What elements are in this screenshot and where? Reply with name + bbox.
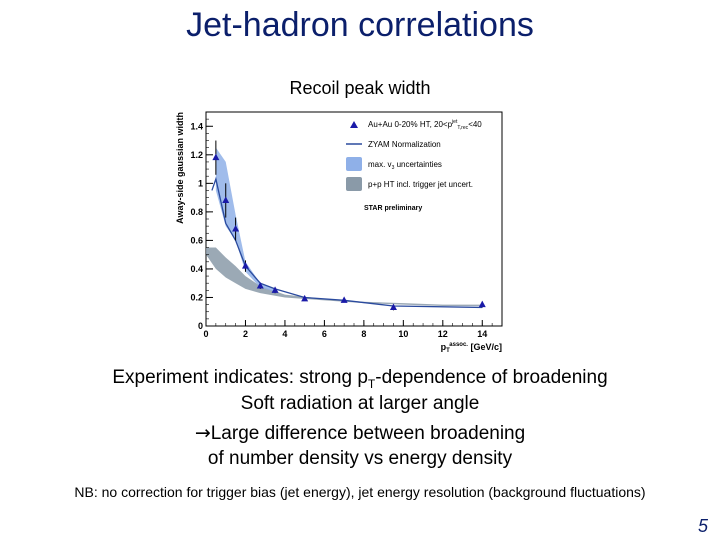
y-tick-label: 1.4 [190, 121, 203, 131]
x-tick-label: 8 [361, 329, 366, 339]
slide-title: Jet-hadron correlations [186, 6, 534, 44]
data-point [212, 153, 220, 161]
legend-entry-label: ZYAM Normalization [368, 140, 441, 149]
conclusion-line-2: Soft radiation at larger angle [0, 391, 720, 417]
y-tick-label: 0.2 [190, 292, 203, 302]
star-preliminary-label: STAR preliminary [364, 205, 422, 212]
legend-entry-label: Au+Au 0-20% HT, 20<pjetT,rec<40 [368, 119, 482, 131]
line2-text: Soft radiation at larger angle [240, 393, 480, 414]
arrow-icon: → [194, 422, 211, 444]
x-tick-label: 4 [282, 329, 287, 339]
data-point [222, 196, 230, 203]
y-tick-label: 0.6 [190, 235, 203, 245]
data-point [271, 286, 279, 293]
conclusion-line-1: Experiment indicates: strong pT-dependen… [0, 365, 720, 397]
line3-text: Large difference between broadening [210, 423, 526, 444]
x-tick-label: 12 [438, 329, 448, 339]
legend-entry-label: p+p HT incl. trigger jet uncert. [368, 180, 473, 189]
line4-text: of number density vs energy density [207, 448, 513, 469]
x-tick-label: 14 [477, 329, 487, 339]
data-point [340, 296, 348, 303]
conclusion-line-3: →Large difference between broadening [0, 420, 720, 447]
y-tick-label: 1 [198, 178, 203, 188]
x-tick-label: 0 [203, 329, 208, 339]
data-point [232, 224, 240, 232]
legend-entry-label: max. v3 uncertainties [368, 160, 442, 171]
y-axis-label: Away-side gaussian width [175, 112, 185, 224]
data-point [478, 300, 486, 308]
legend-swatch [346, 157, 362, 171]
x-tick-label: 10 [398, 329, 408, 339]
y-tick-label: 0.8 [190, 207, 203, 217]
legend-swatch [346, 177, 362, 191]
y-tick-label: 0 [198, 321, 203, 331]
page-number: 5 [697, 516, 708, 536]
y-tick-label: 1.2 [190, 150, 203, 160]
line1-subscript: T [367, 376, 376, 391]
data-point [256, 282, 264, 289]
data-point [301, 294, 309, 302]
legend-marker [350, 121, 358, 128]
y-tick-label: 0.4 [190, 264, 203, 274]
nb-footnote: NB: no correction for trigger bias (jet … [74, 484, 646, 500]
conclusion-line-4: of number density vs energy density [0, 446, 720, 472]
plot-subtitle: Recoil peak width [289, 78, 431, 98]
line1-text-b: -dependence of broadening [375, 367, 608, 388]
x-tick-label: 2 [243, 329, 248, 339]
x-tick-label: 6 [322, 329, 327, 339]
data-point [241, 262, 249, 269]
data-point [389, 303, 397, 310]
recoil-width-plot: 0 2 4 6 8 10 12 14 0 0.2 0.4 0.6 0.8 1 1.2 1.4 Away-side… [175, 111, 503, 354]
x-axis-label: pTassoc. [GeV/c] [441, 342, 502, 354]
line1-text-a: Experiment indicates: strong p [112, 367, 368, 388]
